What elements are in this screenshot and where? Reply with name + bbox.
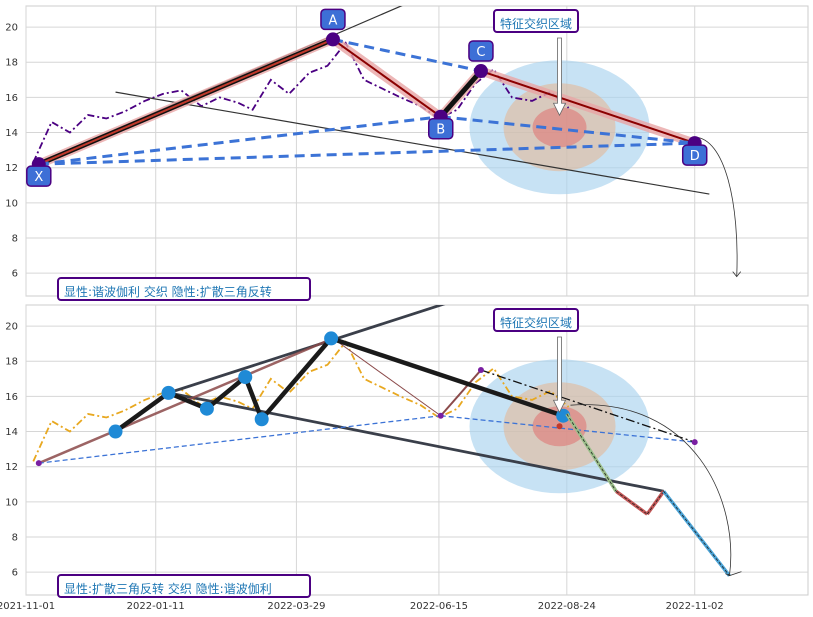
y-tick-label: 16	[5, 93, 18, 104]
pattern-point-label-box	[26, 165, 52, 187]
projection-segment	[645, 490, 666, 516]
triangle-lower-line	[168, 391, 664, 493]
top-zone-annotation: 特征交织区域	[500, 16, 572, 31]
y-tick-label: 16	[5, 392, 18, 403]
retracement-line	[38, 115, 441, 166]
pattern-point-label-box	[320, 8, 346, 31]
x-tick-label: 2022-03-29	[267, 601, 325, 612]
y-tick-label: 18	[5, 357, 18, 368]
pattern-point-label: A	[329, 13, 338, 28]
harmonic-leg-ab	[332, 337, 442, 417]
bottom-zone-annotation-box	[493, 308, 579, 332]
bottom-pattern-annotation-box	[57, 574, 311, 598]
harmonic-xb-line	[38, 415, 441, 464]
pattern-point-marker	[325, 32, 340, 47]
projection-segment-core	[663, 491, 730, 576]
x-tick-label: 2022-11-02	[666, 601, 724, 612]
top-pattern-annotation-box	[57, 277, 311, 301]
pattern-point-label: D	[690, 149, 700, 164]
zone-center-marker	[556, 423, 563, 430]
pattern-point-label-box	[428, 117, 454, 140]
triangle-point-marker	[108, 424, 123, 439]
zone-pointer-arrow	[552, 37, 567, 117]
pattern-point-label-box	[681, 144, 708, 166]
harmonic-point-marker	[35, 460, 42, 467]
x-tick-label: 2022-01-11	[127, 601, 185, 612]
bottom-gridlines	[25, 305, 808, 595]
price-series-line	[32, 41, 570, 163]
triangle-point-marker	[199, 401, 214, 416]
pattern-point-label: B	[436, 123, 445, 138]
retracement-line	[332, 37, 482, 73]
top-y-axis: 6 8 10 12 14 16 18 20	[5, 23, 18, 280]
projection-segment-core	[566, 413, 617, 492]
top-zone-annotation-box	[493, 9, 579, 33]
y-tick-label: 8	[12, 533, 18, 544]
projection-arrow	[694, 136, 738, 277]
y-tick-label: 14	[5, 128, 18, 139]
y-tick-label: 18	[5, 58, 18, 69]
triangle-point-marker	[161, 385, 176, 400]
x-tick-label: 2022-08-24	[538, 601, 596, 612]
top-pattern-annotation: 显性:谐波伽利 交织 隐性:扩散三角反转	[64, 284, 272, 299]
y-tick-label: 10	[5, 497, 18, 508]
y-tick-label: 12	[5, 163, 18, 174]
pattern-leg-ab	[332, 38, 442, 118]
pattern-leg-cd	[480, 70, 696, 145]
triangle-point-marker	[324, 331, 339, 346]
y-tick-label: 20	[5, 322, 18, 333]
triangle-point-marker	[254, 412, 269, 427]
bottom-panel: 6 8 10 12 14 16 18 20 2021-11-01 2022-01-11 2022-…	[0, 304, 809, 612]
harmonic-point-marker	[691, 439, 698, 446]
pattern-point-label-box	[468, 40, 494, 62]
pattern-point-marker	[473, 64, 488, 79]
projection-curve-head	[725, 571, 742, 577]
bottom-plot-background	[25, 304, 809, 596]
y-tick-label: 6	[12, 568, 18, 579]
zone-inner-ring	[532, 107, 587, 148]
y-tick-label: 12	[5, 462, 18, 473]
harmonic-point-marker	[437, 412, 444, 419]
y-tick-label: 8	[12, 234, 18, 245]
projection-segment-core	[615, 490, 648, 515]
harmonic-leg-bc	[440, 369, 482, 417]
bottom-pattern-annotation: 显性:扩散三角反转 交织 隐性:谐波伽利	[64, 581, 272, 596]
x-tick-label: 2022-06-15	[410, 601, 468, 612]
y-tick-label: 14	[5, 427, 18, 438]
harmonic-cd-line	[480, 369, 695, 443]
triangle-point-marker	[238, 370, 253, 385]
top-plot-layer	[32, 6, 710, 195]
projection-arrowhead	[732, 271, 742, 278]
x-tick-label: 2021-11-01	[0, 601, 55, 612]
zone-pointer-arrow	[552, 336, 567, 414]
harmonic-point-marker	[477, 367, 484, 374]
pattern-leg-main	[438, 69, 483, 119]
retracement-line	[38, 141, 695, 166]
y-tick-label: 10	[5, 198, 18, 209]
trend-line-lower	[115, 91, 710, 195]
y-tick-label: 20	[5, 23, 18, 34]
bottom-y-axis: 6 8 10 12 14 16 18 20	[5, 322, 18, 579]
harmonic-bd-line	[440, 415, 695, 443]
pattern-point-label: C	[476, 45, 485, 60]
projection-curve	[570, 404, 732, 576]
y-tick-label: 6	[12, 269, 18, 280]
pattern-leg-inner	[38, 38, 334, 166]
bottom-zone-annotation: 特征交织区域	[500, 315, 572, 330]
pattern-point-label: X	[34, 170, 43, 185]
retracement-line	[440, 115, 695, 145]
bottom-x-axis: 2021-11-01 2022-01-11 2022-03-29 2022-06-15…	[0, 601, 724, 612]
price-series-line	[32, 340, 570, 462]
